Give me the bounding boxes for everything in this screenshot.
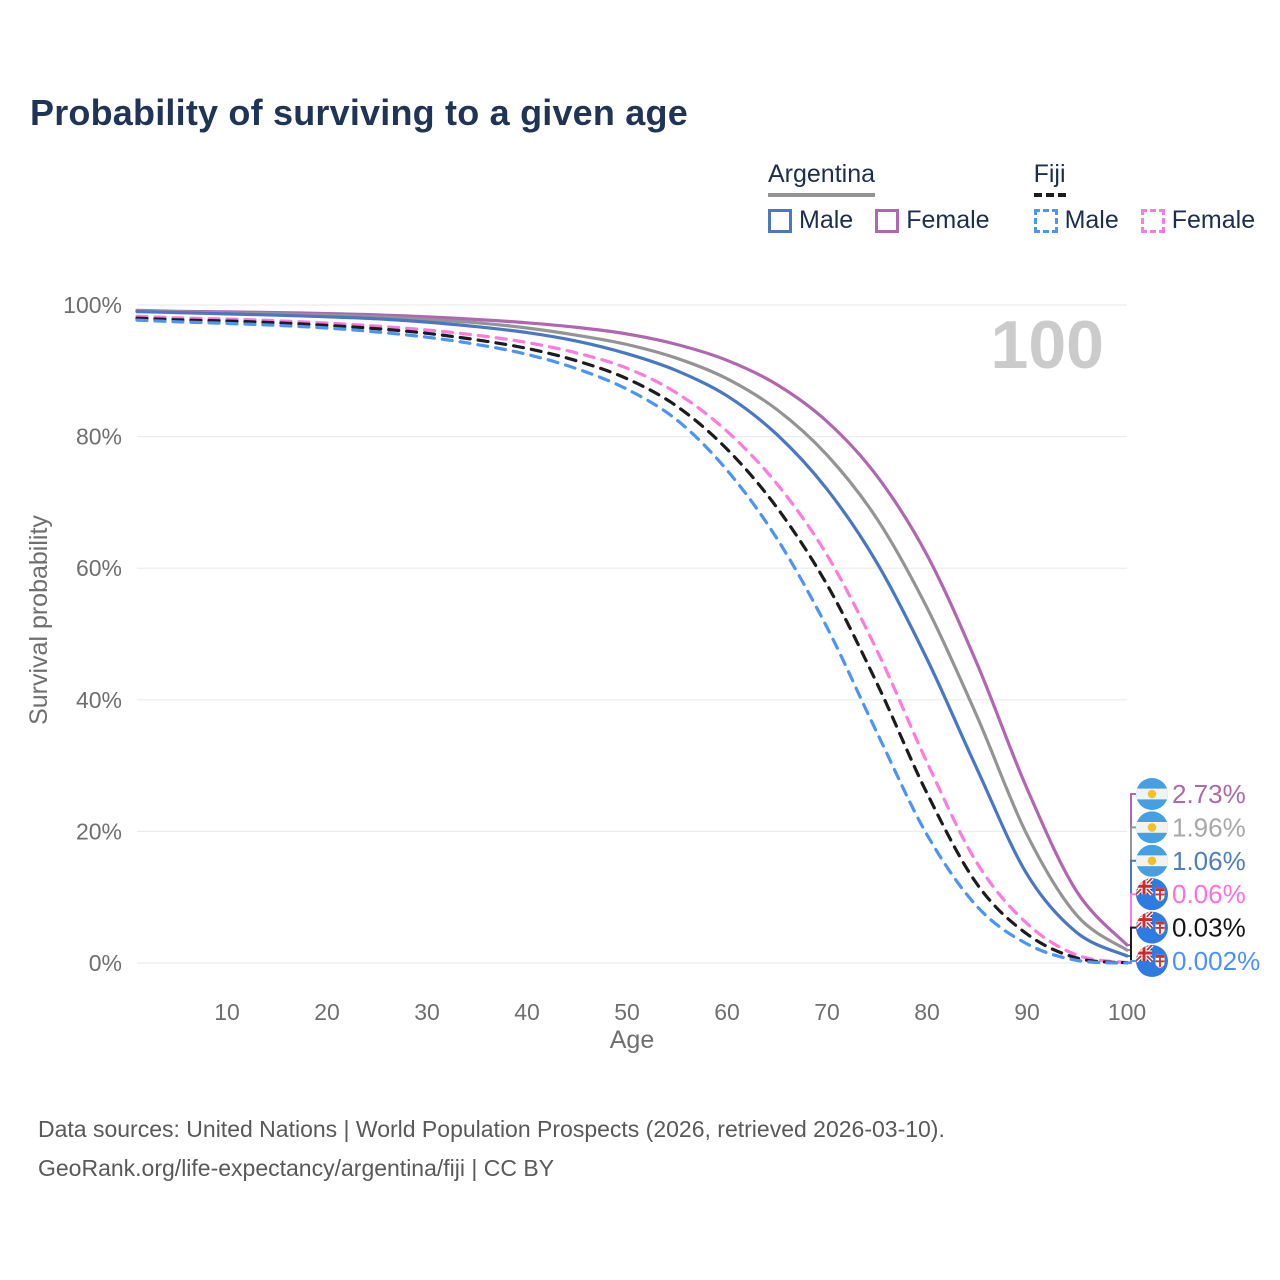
y-tick-label: 60% [76, 555, 122, 581]
argentina-flag-icon [1136, 811, 1168, 844]
y-tick-label: 80% [76, 424, 122, 450]
legend-swatch-argentina-male [768, 208, 792, 233]
end-label-fiji-female: 0.06% [1172, 879, 1246, 909]
legend-label: Female [1171, 206, 1256, 234]
legend-item-argentina-male[interactable]: Male [768, 206, 853, 235]
series-line-fiji-female [135, 314, 1129, 965]
x-axis-title: Age [610, 1026, 654, 1054]
fiji-flag-icon [1136, 945, 1168, 977]
legend-swatch-argentina-female [875, 208, 900, 233]
x-tick-label: 80 [914, 999, 940, 1025]
chart-legend: Argentina Male Female Fiji Male Female [768, 160, 1255, 235]
series-line-argentina [135, 309, 1129, 952]
legend-swatch-fiji-male [1033, 208, 1058, 233]
series-line-argentina-male [135, 310, 1129, 958]
legend-label: Male [799, 206, 854, 234]
series-line-argentina-female [135, 308, 1129, 947]
y-tick-label: 100% [63, 292, 122, 318]
end-label-fiji: 0.03% [1172, 913, 1246, 943]
x-tick-label: 10 [214, 999, 240, 1025]
x-tick-label: 100 [1108, 999, 1146, 1025]
y-axis-title: Survival probability [25, 515, 53, 725]
end-label-argentina-female: 2.73% [1172, 779, 1246, 809]
legend-item-fiji-female[interactable]: Female [1140, 206, 1256, 235]
x-tick-label: 60 [714, 999, 740, 1025]
end-label-fiji-male: 0.002% [1172, 946, 1260, 976]
page-title: Probability of surviving to a given age [30, 92, 688, 133]
fiji-flag-icon [1136, 878, 1168, 911]
legend-group-fiji: Fiji Male Female [1033, 160, 1256, 235]
x-tick-label: 70 [814, 999, 840, 1025]
legend-header-fiji: Fiji [1033, 160, 1066, 197]
series-line-fiji-male [135, 318, 1129, 965]
legend-label: Male [1064, 206, 1119, 234]
x-tick-label: 40 [514, 999, 540, 1025]
legend-swatch-fiji-female [1140, 208, 1165, 233]
x-tick-label: 20 [314, 999, 340, 1025]
x-tick-label: 50 [614, 999, 640, 1025]
age-watermark: 100 [991, 307, 1104, 383]
fiji-flag-icon [1136, 911, 1168, 944]
footer-source-line: Data sources: United Nations | World Pop… [38, 1116, 945, 1142]
y-tick-label: 20% [76, 818, 122, 844]
legend-label: Female [906, 206, 990, 234]
legend-item-argentina-female[interactable]: Female [875, 206, 990, 235]
argentina-flag-icon [1136, 844, 1168, 877]
argentina-flag-icon [1136, 778, 1168, 810]
series-line-fiji [135, 316, 1129, 965]
end-connector-fiji-male [1127, 960, 1137, 964]
legend-items: Male Female [768, 206, 990, 235]
legend-header-argentina: Argentina [768, 160, 876, 197]
legend-group-argentina: Argentina Male Female [768, 160, 990, 235]
footer: Data sources: United Nations | World Pop… [38, 1110, 945, 1188]
legend-items: Male Female [1033, 206, 1256, 235]
end-label-argentina: 1.96% [1172, 812, 1246, 842]
x-tick-label: 30 [414, 999, 440, 1025]
x-tick-label: 90 [1014, 999, 1040, 1025]
legend-item-fiji-male[interactable]: Male [1033, 206, 1119, 235]
footer-attribution-line: GeoRank.org/life-expectancy/argentina/fi… [38, 1155, 555, 1181]
y-tick-label: 0% [89, 950, 122, 976]
y-tick-label: 40% [76, 687, 122, 713]
end-label-argentina-male: 1.06% [1172, 846, 1246, 876]
